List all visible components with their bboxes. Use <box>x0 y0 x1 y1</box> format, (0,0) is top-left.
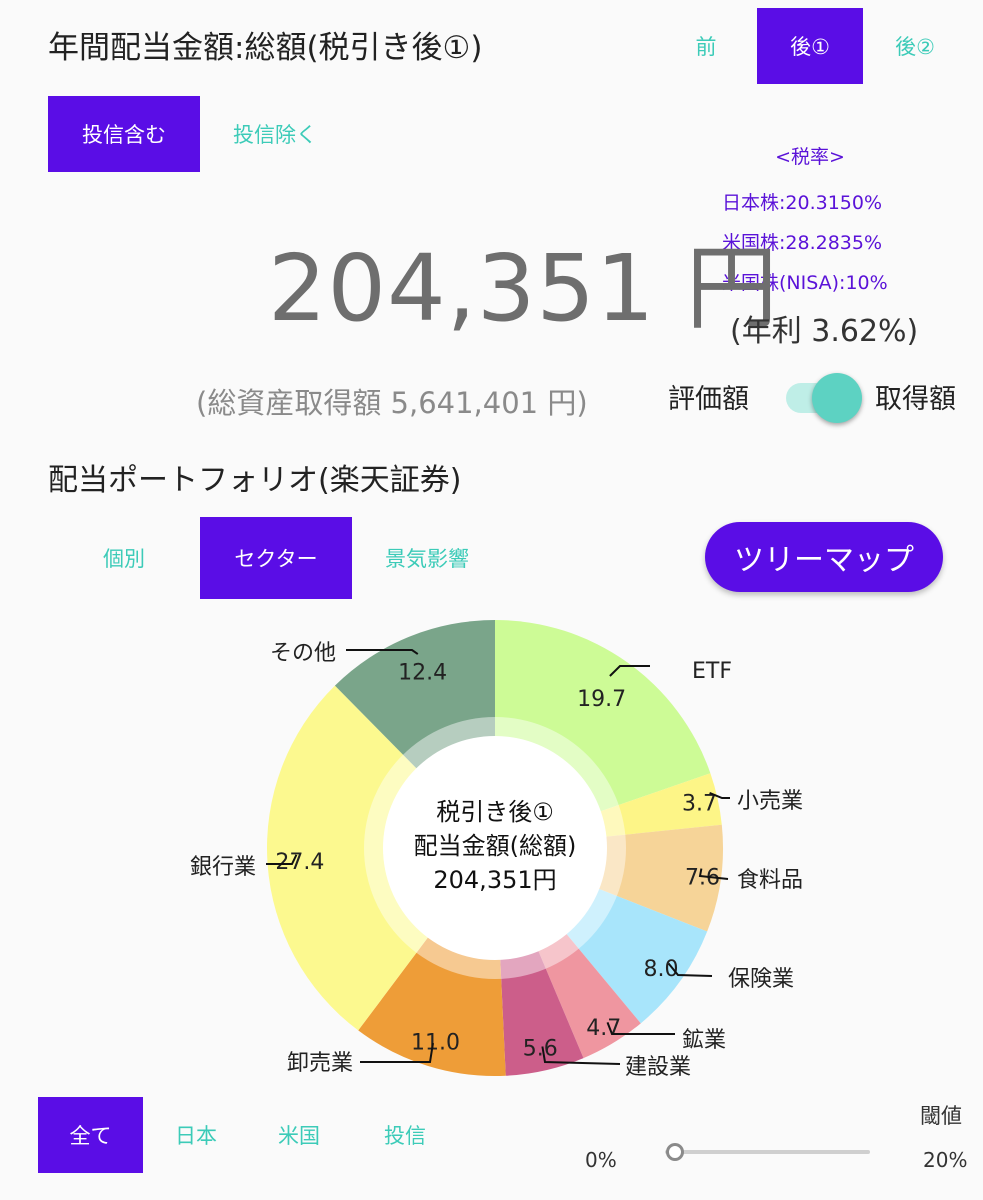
slice-value-label: 19.7 <box>577 687 626 712</box>
slice-name-label: 小売業 <box>737 789 803 814</box>
slice-leader-line <box>709 791 730 799</box>
donut-slice-7[interactable] <box>266 685 495 1031</box>
donut-center <box>383 736 607 960</box>
slice-name-label: 卸売業 <box>287 1051 353 1076</box>
tax-rate-us-nisa: 米国株(NISA):10% <box>722 272 888 294</box>
slice-value-label: 3.7 <box>682 792 717 817</box>
tab-economic-impact[interactable]: 景気影響 <box>385 547 469 571</box>
threshold-slider-track[interactable] <box>665 1150 870 1154</box>
tab-region-us[interactable]: 米国 <box>278 1124 320 1148</box>
tab-sector[interactable]: セクター <box>200 517 352 599</box>
slice-name-label: 銀行業 <box>190 855 256 880</box>
portfolio-title: 配当ポートフォリオ(楽天証券) <box>48 463 462 498</box>
slice-value-label: 11.0 <box>411 1031 460 1056</box>
tax-rate-title: <税率> <box>775 146 845 168</box>
treemap-button[interactable]: ツリーマップ <box>705 522 943 592</box>
tab-individual[interactable]: 個別 <box>103 547 145 571</box>
slice-name-label: 保険業 <box>728 967 794 992</box>
donut-center-text-2: 配当金額(総額) <box>414 832 577 860</box>
threshold-label: 閾値 <box>920 1104 962 1128</box>
slice-name-label: 食料品 <box>737 868 803 893</box>
slice-leader-line <box>346 649 419 655</box>
slice-leader-line <box>360 1042 434 1063</box>
tab-tax-after-2[interactable]: 後② <box>895 35 935 59</box>
tab-region-japan[interactable]: 日本 <box>175 1124 217 1148</box>
tax-rate-japan: 日本株:20.3150% <box>722 192 883 214</box>
annual-dividend-amount: 204,351 円 <box>268 235 779 342</box>
slice-value-label: 12.4 <box>398 660 447 685</box>
slice-value-label: 4.7 <box>586 1016 621 1041</box>
basis-toggle-knob[interactable] <box>812 373 862 423</box>
tab-region-all[interactable]: 全て <box>38 1097 143 1173</box>
tab-region-funds[interactable]: 投信 <box>384 1124 426 1148</box>
slice-name-label: その他 <box>270 641 336 666</box>
slice-leader-line <box>541 1046 621 1065</box>
total-acquisition-amount: (総資産取得額 5,641,401 円) <box>196 386 588 420</box>
annual-yield: (年利 3.62%) <box>730 314 919 349</box>
tab-tax-before[interactable]: 前 <box>695 35 717 59</box>
slice-leader-line <box>667 962 713 977</box>
slice-leader-line <box>609 665 650 677</box>
donut-center-text-1: 税引き後① <box>436 798 554 826</box>
slice-leader-line <box>266 854 298 865</box>
tab-include-funds[interactable]: 投信含む <box>48 96 200 172</box>
slice-value-label: 5.6 <box>523 1037 558 1062</box>
tab-exclude-funds[interactable]: 投信除く <box>233 123 317 147</box>
toggle-label-valuation: 評価額 <box>668 384 749 415</box>
tax-rate-us: 米国株:28.2835% <box>722 232 883 254</box>
slice-name-label: 鉱業 <box>682 1028 726 1053</box>
slice-leader-line <box>698 868 729 880</box>
slice-name-label: 建設業 <box>625 1055 691 1080</box>
threshold-max: 20% <box>923 1148 968 1172</box>
slice-name-label: ETF <box>692 659 732 684</box>
slice-leader-line <box>606 1022 675 1035</box>
tab-tax-after-1[interactable]: 後① <box>757 8 863 84</box>
slice-value-label: 27.4 <box>275 850 324 875</box>
page-title: 年間配当金額:総額(税引き後①) <box>48 30 483 66</box>
toggle-label-acquisition: 取得額 <box>875 384 956 415</box>
threshold-slider-thumb[interactable] <box>666 1143 685 1161</box>
threshold-min: 0% <box>585 1148 617 1172</box>
donut-center-text-3: 204,351円 <box>433 866 556 894</box>
